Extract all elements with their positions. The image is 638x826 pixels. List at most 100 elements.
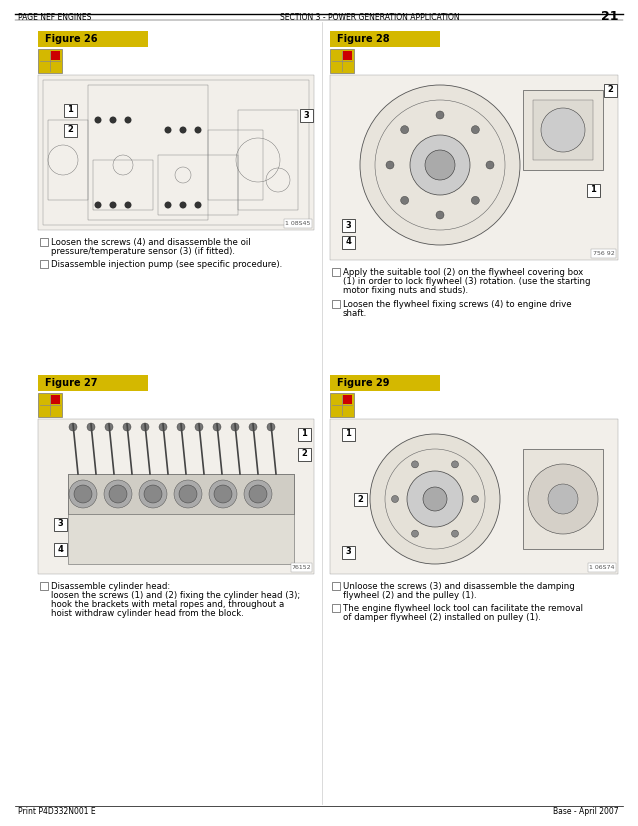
Bar	[158, 155, 238, 215]
Bar	[93, 160, 153, 210]
Bar	[533, 100, 593, 160]
Circle shape	[104, 480, 132, 508]
Circle shape	[410, 135, 470, 195]
FancyBboxPatch shape	[64, 103, 77, 116]
Circle shape	[144, 485, 162, 503]
Text: Loosen the screws (4) and disassemble the oil: Loosen the screws (4) and disassemble th…	[51, 238, 251, 247]
Circle shape	[213, 423, 221, 431]
Bar	[88, 85, 208, 220]
Bar	[40, 260, 48, 268]
Text: pressure/temperature sensor (3) (if fitted).: pressure/temperature sensor (3) (if fitt…	[51, 247, 235, 256]
Circle shape	[267, 423, 275, 431]
Text: motor fixing nuts and studs).: motor fixing nuts and studs).	[343, 286, 468, 295]
Text: shaft.: shaft.	[343, 309, 367, 318]
FancyBboxPatch shape	[341, 545, 355, 558]
Circle shape	[123, 423, 131, 431]
Bar	[43, 80, 309, 225]
Circle shape	[177, 423, 185, 431]
Circle shape	[360, 85, 520, 245]
FancyBboxPatch shape	[341, 235, 355, 249]
FancyBboxPatch shape	[299, 108, 313, 121]
Text: 76152: 76152	[292, 565, 311, 570]
FancyBboxPatch shape	[604, 83, 616, 97]
Bar	[283, 219, 312, 228]
Text: Figure 27: Figure 27	[45, 378, 98, 388]
Text: 756 92: 756 92	[593, 251, 614, 256]
Circle shape	[386, 161, 394, 169]
Bar	[40, 582, 48, 590]
Circle shape	[548, 484, 578, 514]
Circle shape	[407, 471, 463, 527]
Circle shape	[105, 423, 113, 431]
Text: 2: 2	[301, 449, 307, 458]
Text: 1: 1	[67, 106, 73, 115]
Text: 1 06S74: 1 06S74	[589, 565, 614, 570]
Bar	[523, 449, 603, 549]
Circle shape	[179, 126, 186, 134]
Bar	[68, 474, 294, 514]
Circle shape	[452, 530, 459, 537]
Circle shape	[436, 211, 444, 219]
Text: PAGE NEF ENGINES: PAGE NEF ENGINES	[18, 12, 91, 21]
Circle shape	[338, 85, 346, 93]
Circle shape	[159, 423, 167, 431]
Circle shape	[141, 423, 149, 431]
Bar	[332, 300, 340, 308]
Text: 1 08S45: 1 08S45	[285, 221, 311, 226]
Circle shape	[179, 485, 197, 503]
Bar	[591, 249, 616, 258]
Bar	[38, 419, 314, 574]
FancyBboxPatch shape	[297, 428, 311, 440]
Circle shape	[436, 111, 444, 119]
Circle shape	[174, 480, 202, 508]
Circle shape	[425, 150, 455, 180]
Circle shape	[249, 485, 267, 503]
Bar	[38, 75, 314, 230]
Bar	[51, 51, 60, 60]
Bar	[38, 375, 148, 391]
Circle shape	[195, 126, 202, 134]
Bar	[208, 130, 263, 200]
FancyBboxPatch shape	[54, 518, 66, 530]
Circle shape	[69, 423, 77, 431]
Text: 1: 1	[590, 186, 596, 194]
Circle shape	[74, 485, 92, 503]
Circle shape	[528, 464, 598, 534]
Circle shape	[370, 434, 500, 564]
Text: 3: 3	[303, 111, 309, 120]
FancyBboxPatch shape	[353, 492, 366, 506]
Bar	[48, 120, 88, 200]
Circle shape	[94, 116, 101, 124]
Circle shape	[124, 202, 131, 208]
Bar	[51, 395, 60, 404]
Bar	[330, 419, 618, 574]
Text: The engine flywheel lock tool can facilitate the removal: The engine flywheel lock tool can facili…	[343, 604, 583, 613]
Circle shape	[412, 461, 419, 468]
Circle shape	[401, 197, 409, 204]
Circle shape	[139, 480, 167, 508]
Circle shape	[541, 108, 585, 152]
Circle shape	[69, 480, 97, 508]
Circle shape	[165, 202, 172, 208]
Circle shape	[401, 126, 409, 134]
Bar	[332, 268, 340, 276]
Circle shape	[209, 480, 237, 508]
FancyBboxPatch shape	[64, 124, 77, 136]
Circle shape	[423, 487, 447, 511]
Circle shape	[486, 161, 494, 169]
Text: 2: 2	[607, 86, 613, 94]
Bar	[330, 393, 354, 417]
Circle shape	[109, 485, 127, 503]
Circle shape	[412, 530, 419, 537]
Text: 4: 4	[57, 544, 63, 553]
Text: Print P4D332N001 E: Print P4D332N001 E	[18, 808, 96, 816]
Text: Unloose the screws (3) and disassemble the damping: Unloose the screws (3) and disassemble t…	[343, 582, 575, 591]
Bar	[523, 90, 603, 170]
Text: Disassemble injection pump (see specific procedure).: Disassemble injection pump (see specific…	[51, 260, 282, 269]
Text: Base - April 2007: Base - April 2007	[553, 808, 619, 816]
Circle shape	[124, 116, 131, 124]
Bar	[238, 110, 298, 210]
FancyBboxPatch shape	[586, 183, 600, 197]
Bar	[290, 563, 312, 572]
Circle shape	[471, 126, 479, 134]
